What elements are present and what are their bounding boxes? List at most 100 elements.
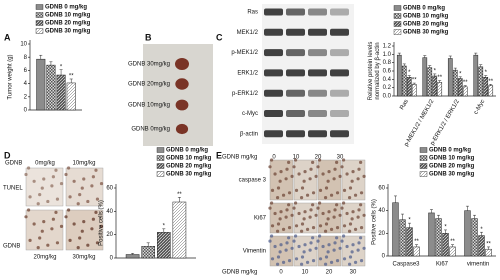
cell [28, 238, 32, 242]
error-bar [408, 222, 412, 228]
cell [285, 167, 289, 171]
cell [345, 172, 349, 176]
cell [299, 262, 304, 266]
error-bar [463, 85, 467, 87]
cell [284, 248, 288, 252]
bar [437, 82, 443, 97]
significance: ** [463, 80, 468, 86]
cell [321, 244, 325, 249]
dose-label: GDNB 30mg/kg [128, 62, 170, 68]
cell [311, 191, 316, 195]
cell [290, 174, 294, 178]
legend-label: GDNB 10 mg/kg [166, 156, 212, 162]
bar [401, 65, 407, 97]
cell [300, 222, 305, 226]
cell [335, 191, 340, 195]
legend-swatch [35, 20, 44, 26]
cell [68, 195, 72, 199]
dose-label: 30 [337, 155, 344, 161]
significance: * [408, 218, 411, 224]
cell [359, 226, 364, 230]
cell [281, 193, 286, 197]
cell [318, 234, 322, 238]
bar [471, 218, 478, 257]
cell [338, 213, 342, 217]
cell [32, 179, 36, 183]
cell [362, 213, 366, 217]
cell [91, 175, 95, 179]
cell [95, 241, 100, 245]
cell [284, 177, 288, 181]
marker-label: Vimentin [243, 249, 266, 255]
cell [333, 208, 337, 212]
cell [40, 186, 44, 190]
cell [78, 236, 82, 240]
cell [297, 172, 301, 176]
dose-label: 20 [315, 155, 322, 161]
cell [348, 222, 353, 226]
cell [359, 259, 364, 263]
cell [335, 226, 340, 230]
significance: ** [450, 239, 455, 245]
blot-band [330, 28, 349, 36]
panel-label: D [4, 150, 11, 160]
bar [449, 246, 456, 257]
bar [485, 248, 492, 257]
cell [297, 244, 301, 249]
cell [314, 174, 318, 178]
cell [335, 236, 339, 240]
cell [316, 239, 320, 243]
cell [72, 179, 76, 183]
significance: * [434, 68, 437, 74]
cell [333, 167, 337, 171]
cell [305, 260, 310, 264]
bar [457, 78, 463, 97]
error-bar [429, 209, 433, 213]
error-bar [69, 78, 73, 83]
blot-band [330, 130, 349, 138]
significance: ** [486, 242, 491, 248]
cell [323, 262, 328, 266]
cell [78, 193, 82, 197]
legend-label: GDNB 20 mg/kg [45, 21, 91, 27]
significance: * [485, 70, 488, 76]
cell [273, 211, 277, 216]
cell [311, 236, 315, 240]
legend-swatch [419, 163, 428, 169]
tumor [175, 123, 189, 135]
cell [275, 262, 280, 266]
legend-label: GDNB 0 mg/kg [403, 6, 445, 12]
error-bar [415, 244, 419, 247]
error-bar [423, 55, 427, 58]
cell [279, 170, 283, 174]
cell [270, 234, 274, 238]
error-bar [433, 73, 437, 76]
cell [268, 239, 272, 243]
error-bar [400, 213, 404, 220]
blot-band [308, 110, 327, 117]
panel-label: B [145, 32, 152, 42]
cell [294, 224, 299, 228]
bar [172, 201, 187, 259]
blot-band [264, 110, 283, 117]
cell [327, 210, 331, 214]
cell [309, 208, 313, 212]
dose-label: 10 [293, 155, 300, 161]
blot-band [286, 8, 305, 16]
blot-band [286, 49, 305, 57]
legend-swatch [156, 147, 165, 153]
legend-label: GDNB 30 mg/kg [45, 29, 91, 35]
cell [284, 215, 288, 219]
cell [64, 172, 68, 177]
legend-swatch [419, 171, 428, 177]
error-bar [39, 54, 43, 60]
bar [66, 82, 76, 111]
cell [314, 213, 318, 217]
cell [270, 224, 275, 228]
y-tick-label: 1.0 [383, 52, 392, 58]
cell [290, 246, 294, 250]
cell [299, 196, 304, 200]
cell [308, 215, 312, 219]
blot-band [286, 69, 305, 77]
